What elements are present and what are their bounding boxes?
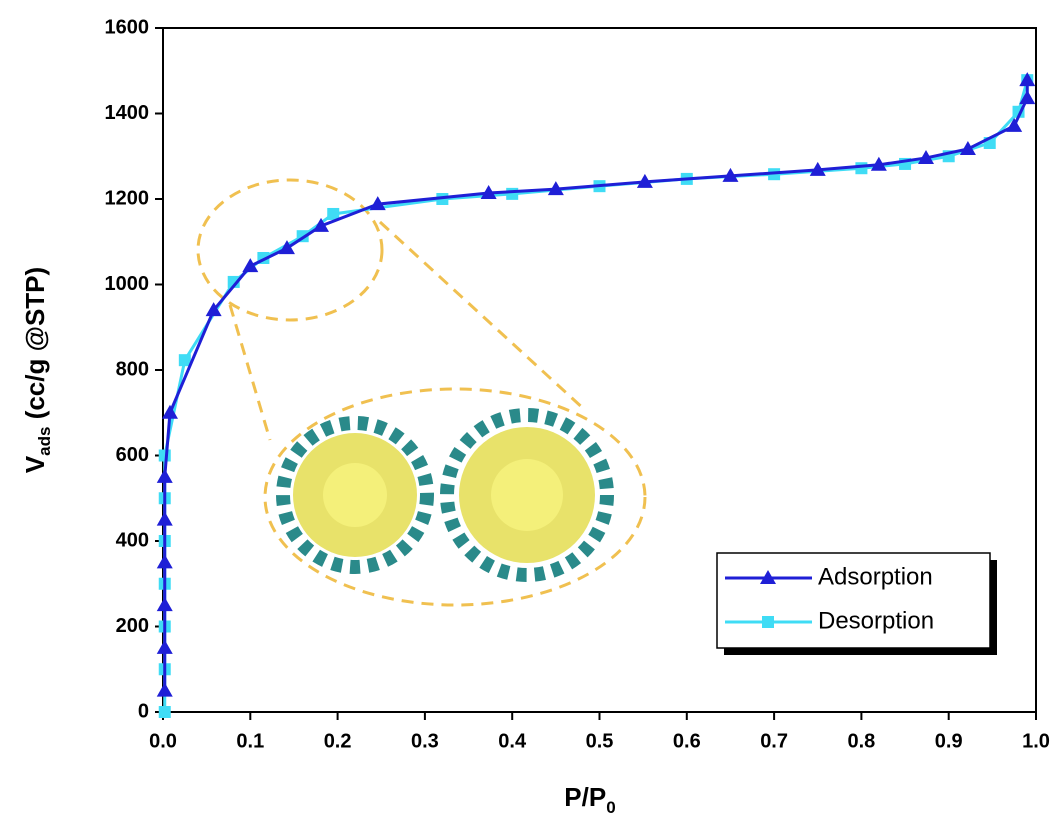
data-point [1019, 90, 1036, 105]
x-tick-label: 0.0 [149, 730, 177, 752]
data-point [242, 258, 259, 273]
x-tick-label: 0.5 [586, 730, 614, 752]
x-tick-label: 0.2 [324, 730, 352, 752]
legend-marker [762, 616, 774, 628]
data-point [161, 404, 178, 419]
data-point [506, 187, 519, 200]
legend-marker [760, 570, 776, 584]
data-point [178, 354, 191, 367]
data-point [156, 682, 173, 697]
y-tick-label: 1400 [105, 102, 150, 124]
data-point [156, 597, 173, 612]
x-tick-label: 0.9 [935, 730, 963, 752]
legend-box [716, 552, 991, 649]
data-point [156, 554, 173, 569]
data-point [313, 217, 330, 232]
y-tick-label: 800 [116, 358, 149, 380]
x-axis-label: P/P0 [564, 782, 615, 817]
data-point [1006, 117, 1023, 132]
data-point [156, 639, 173, 654]
data-point [369, 196, 386, 211]
y-tick-label: 200 [116, 615, 149, 637]
data-point [547, 181, 564, 196]
data-point [278, 240, 295, 255]
x-tick-label: 0.6 [673, 730, 701, 752]
x-tick-label: 0.1 [236, 730, 264, 752]
data-point [959, 140, 976, 155]
data-point [855, 162, 868, 175]
data-point [918, 149, 935, 164]
data-point [158, 706, 171, 718]
y-tick-label: 1600 [105, 16, 150, 38]
legend-label: Desorption [818, 607, 934, 634]
x-tick-label: 0.3 [411, 730, 439, 752]
y-tick-label: 600 [116, 444, 149, 466]
data-point [722, 167, 739, 182]
y-tick-label: 400 [116, 529, 149, 551]
data-point [156, 511, 173, 526]
y-tick-label: 0 [138, 700, 149, 722]
data-point [205, 302, 222, 317]
data-point [870, 156, 887, 171]
data-point [480, 185, 497, 200]
x-tick-label: 0.4 [498, 730, 527, 752]
y-tick-label: 1000 [105, 273, 150, 295]
y-axis-label: Vads (cc/g @STP) [20, 267, 54, 473]
x-tick-label: 1.0 [1022, 730, 1050, 752]
x-tick-label: 0.7 [760, 730, 788, 752]
data-point [327, 207, 340, 220]
y-tick-label: 1200 [105, 187, 150, 209]
data-point [1019, 72, 1036, 87]
x-tick-label: 0.8 [847, 730, 875, 752]
inset-illustration [196, 178, 647, 607]
data-point [227, 275, 240, 288]
legend-label: Adsorption [818, 563, 933, 590]
data-point [156, 468, 173, 483]
data-point [636, 173, 653, 188]
data-point [809, 161, 826, 176]
legend: Adsorption Desorption [716, 552, 997, 655]
